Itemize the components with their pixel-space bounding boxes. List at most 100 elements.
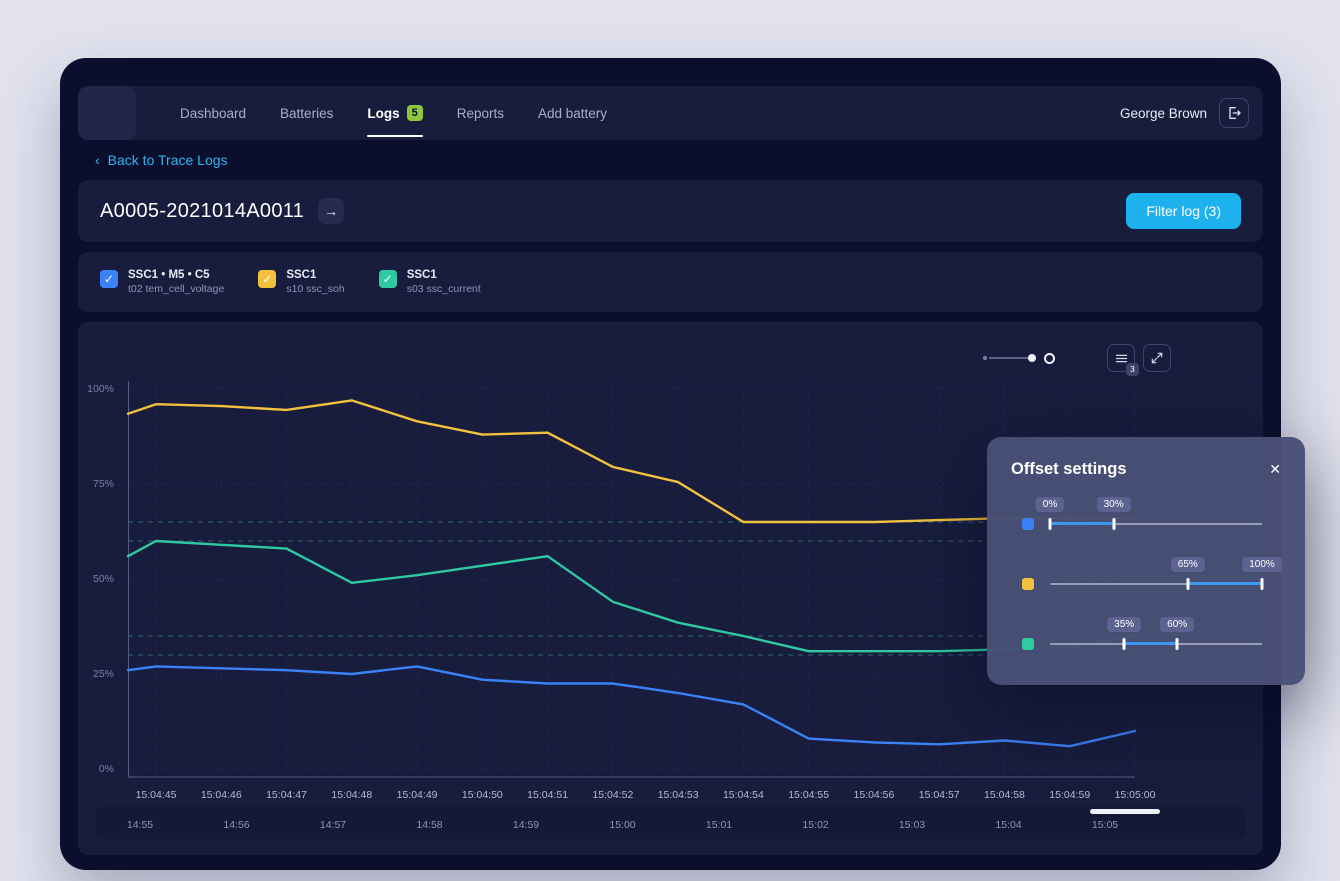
nav-batteries[interactable]: Batteries [280,106,333,121]
zoom-slider-ring[interactable] [1044,352,1055,364]
offset-range-track[interactable]: 65% 100% [1050,557,1282,590]
legend-item[interactable]: ✓ SSC1 s03 ssc_current [378,269,481,295]
scrubber-thumb[interactable] [1090,809,1160,814]
zoom-slider[interactable] [983,352,1055,364]
legend-series-signal: s03 ssc_current [406,283,481,295]
nav-label: Logs [367,105,400,121]
range-handle-max[interactable] [1175,638,1179,650]
title-left: A0005-2021014A0011 → [100,198,345,224]
nav-logs[interactable]: Logs 5 [367,105,424,137]
range-handle-min[interactable] [1048,518,1052,530]
series-checkbox[interactable]: ✓ [100,270,118,288]
offset-slider-row: 65% 100% [987,553,1305,613]
x-axis-label: 15:04:52 [592,789,634,801]
series-swatch [1022,638,1034,650]
filter-log-button[interactable]: Filter log (3) [1126,193,1241,229]
timeline-label: 15:05 [1091,819,1119,831]
nav-label: Add battery [537,105,608,121]
y-axis-label: 0% [98,763,114,775]
zoom-slider-track [989,357,1029,359]
legend-series-name: SSC1 [406,269,437,281]
x-axis-label: 15:04:54 [722,789,764,801]
x-axis-label: 15:04:55 [788,789,830,801]
offset-range-track[interactable]: 35% 60% [1050,617,1262,650]
range-active-segment [1050,522,1114,525]
zoom-slider-handle[interactable] [1028,354,1036,362]
max-value-badge: 60% [1160,617,1195,632]
x-axis-label: 15:04:58 [984,789,1025,801]
arrow-right-icon: → [324,203,339,219]
x-axis-label: 15:04:56 [853,789,895,801]
legend-series-name: SSC1 • M5 • C5 [128,269,210,281]
logout-button[interactable] [1219,98,1249,128]
app-logo [78,86,136,140]
nav-add-battery[interactable]: Add battery [538,106,607,121]
timeline-label: 15:03 [898,819,926,831]
nav-label: Dashboard [180,105,247,121]
popup-title: Offset settings [1011,460,1127,478]
popup-header: Offset settings ✕ [987,437,1305,480]
range-handle-max[interactable] [1260,578,1264,590]
range-handle-min[interactable] [1122,638,1126,650]
fullscreen-icon [1151,352,1163,364]
series-checkbox[interactable]: ✓ [258,270,277,288]
timeline-label: 15:00 [609,819,636,831]
legend-series-signal: t02 tem_cell_voltage [128,283,225,295]
range-handle-max[interactable] [1112,518,1116,530]
offset-range-track[interactable]: 0% 30% [1035,497,1262,530]
legend-text: SSC1 • M5 • C5 t02 tem_cell_voltage [128,269,224,295]
fullscreen-button[interactable] [1143,344,1171,372]
x-axis-label: 15:04:51 [527,789,569,801]
nav-label: Batteries [280,105,334,121]
offset-slider-row: 0% 30% [987,493,1305,553]
logout-icon [1229,107,1241,119]
chart-plot-area[interactable]: 15:04:45 15:04:46 15:04:47 15:04:48 15:04:49… [126,377,1155,801]
user-name: George Brown [1119,105,1207,121]
x-axis-label: 15:04:50 [461,789,503,801]
timeline-label: 14:59 [512,819,540,831]
back-row: ‹ Back to Trace Logs [78,152,1263,170]
timeline-label: 15:04 [995,819,1022,831]
line-chart[interactable] [126,377,1137,781]
y-axis-label: 25% [92,668,114,680]
series-count-button[interactable]: 3 [1107,344,1139,376]
back-link-label: Back to Trace Logs [107,152,228,168]
main-nav: Dashboard Batteries Logs 5 Reports Add batter… [180,86,607,140]
page-title: A0005-2021014A0011 [100,199,305,222]
y-axis-label: 100% [87,383,114,395]
max-value-badge: 100% [1242,557,1282,572]
series-lines-icon [1115,354,1127,362]
timeline-label: 14:58 [416,819,443,831]
chart-controls: 3 [983,344,1171,376]
min-value-badge: 0% [1035,497,1065,512]
legend-item[interactable]: ✓ SSC1 s10 ssc_soh [258,269,345,295]
back-link[interactable]: ‹ Back to Trace Logs [95,152,228,168]
y-axis-label: 50% [92,573,114,585]
legend-text: SSC1 s10 ssc_soh [286,269,344,295]
range-active-segment [1187,582,1262,585]
max-value-badge: 30% [1096,497,1131,512]
open-log-arrow-button[interactable]: → [318,198,345,224]
legend-text: SSC1 s03 ssc_current [407,269,481,295]
legend-bar: ✓ SSC1 • M5 • C5 t02 tem_cell_voltage ✓ SSC1… [78,252,1263,312]
x-axis-label: 15:04:49 [396,789,438,801]
y-axis-labels: 0% 25% 50% 75% 100% [78,322,120,855]
series-checkbox[interactable]: ✓ [378,270,397,288]
nav-reports[interactable]: Reports [457,106,504,121]
offset-slider-row: 35% 60% [987,613,1305,673]
close-icon[interactable]: ✕ [1267,459,1283,480]
offset-settings-popup: Offset settings ✕ 0% 30% 65% 100% 35% 60% [987,437,1305,685]
legend-series-signal: s10 ssc_soh [286,283,345,295]
legend-series-name: SSC1 [286,269,317,281]
series-count-badge: 3 [1126,363,1139,376]
nav-dashboard[interactable]: Dashboard [180,106,246,121]
min-value-badge: 65% [1170,557,1205,572]
timeline-label: 14:56 [223,819,250,831]
x-axis-label: 15:04:59 [1049,789,1091,801]
legend-item[interactable]: ✓ SSC1 • M5 • C5 t02 tem_cell_voltage [100,269,224,295]
timeline-label: 15:01 [705,819,733,831]
range-active-segment [1124,642,1178,645]
timeline-scrubber[interactable]: 14:55 14:56 14:57 14:58 14:59 15:00 15:01 15:02… [95,806,1246,839]
timeline-label: 14:55 [126,819,154,831]
range-handle-min[interactable] [1186,578,1190,590]
